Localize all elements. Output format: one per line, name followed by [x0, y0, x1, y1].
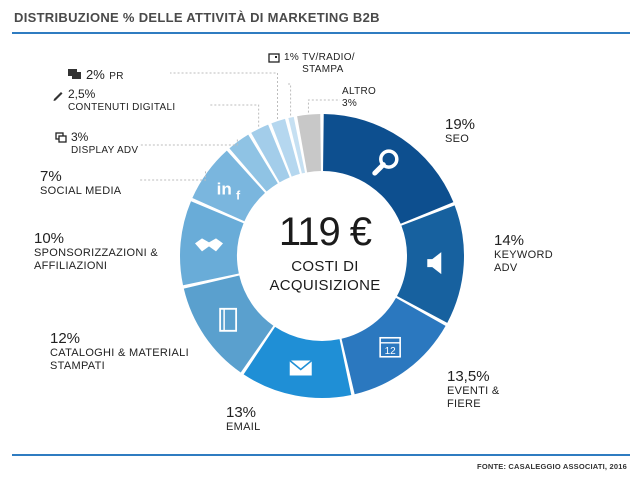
chart-title: DISTRIBUZIONE % DELLE ATTIVITÀ DI MARKET…	[14, 10, 380, 25]
label-contenuti-pct: 2,5%	[68, 87, 96, 101]
label-seo-name: SEO	[445, 133, 470, 146]
label-altro: ALTRO 3%	[342, 86, 376, 109]
svg-text:12: 12	[385, 346, 397, 357]
label-email: 13% EMAIL	[226, 404, 261, 434]
leader-line	[288, 83, 292, 116]
top-rule	[12, 32, 630, 34]
label-pr-pct: 2%	[86, 67, 105, 82]
label-pr: 2% PR	[68, 66, 124, 84]
label-keyword-adv: 14% KEYWORD ADV	[494, 232, 574, 275]
center-caption: COSTI DI ACQUISIZIONE	[245, 258, 405, 296]
pencil-icon	[53, 91, 63, 101]
center-caption-line1: COSTI DI	[291, 258, 359, 275]
label-sponsorizzazioni: 10% SPONSORIZZAZIONI & AFFILIAZIONI	[34, 230, 179, 273]
calendar-icon: 12	[379, 336, 401, 358]
center-amount: 119 €	[278, 210, 372, 254]
label-eventi-pct: 13,5%	[447, 368, 490, 385]
label-email-name: EMAIL	[226, 421, 261, 434]
slice-contenuti-digitali	[251, 124, 290, 183]
leader-line	[140, 139, 238, 146]
linkedin-facebook-icon: in f	[217, 179, 242, 202]
source-footer: FONTE: CASALEGGIO ASSOCIATI, 2016	[477, 462, 627, 471]
label-display: 3% DISPLAY ADV	[55, 130, 139, 156]
label-pr-name: PR	[109, 71, 124, 82]
slice-tv-radio-stampa	[288, 116, 306, 174]
slice-pr	[271, 118, 300, 177]
label-seo: 19% SEO	[445, 116, 475, 146]
display-icon	[55, 132, 67, 143]
label-sponsorizzazioni-name: SPONSORIZZAZIONI & AFFILIAZIONI	[34, 247, 158, 272]
chat-icon	[68, 69, 81, 80]
megaphone-icon	[427, 252, 442, 275]
leader-line	[210, 104, 260, 127]
label-social-name: SOCIAL MEDIA	[40, 185, 122, 198]
slice-cataloghi-materiali-stampati	[183, 275, 274, 373]
slice-eventi-fiere	[341, 297, 446, 395]
bottom-rule	[12, 454, 630, 456]
leader-line	[140, 171, 207, 181]
label-eventi: 13,5% EVENTI & FIERE	[447, 368, 517, 411]
label-display-name: DISPLAY ADV	[71, 144, 139, 156]
label-cataloghi: 12% CATALOGHI & MATERIALI STAMPATI	[50, 330, 200, 373]
label-tv-name: TV/RADIO/ STAMPA	[302, 52, 355, 75]
label-tv: 1% TV/RADIO/ STAMPA	[268, 52, 372, 75]
leader-line	[170, 72, 279, 120]
label-social: 7% SOCIAL MEDIA	[40, 168, 121, 198]
slice-display-adv	[229, 134, 278, 192]
label-keyword-adv-name: KEYWORD ADV	[494, 249, 553, 274]
label-tv-pct: 1%	[284, 52, 300, 64]
search-icon	[372, 149, 399, 176]
svg-text:f: f	[236, 188, 241, 202]
handshake-icon	[195, 238, 224, 252]
label-sponsorizzazioni-pct: 10%	[34, 230, 65, 247]
slice-altro	[297, 114, 321, 173]
label-eventi-name: EVENTI & FIERE	[447, 385, 500, 410]
label-display-pct: 3%	[71, 130, 89, 144]
slice-social-media	[192, 150, 266, 222]
label-social-pct: 7%	[40, 168, 62, 185]
label-seo-pct: 19%	[445, 116, 476, 133]
label-email-pct: 13%	[226, 404, 257, 421]
envelope-icon	[289, 359, 313, 376]
book-icon	[219, 307, 238, 332]
svg-text:in: in	[217, 179, 232, 198]
label-altro-name: ALTRO	[342, 86, 377, 97]
tv-icon	[268, 53, 280, 63]
label-altro-pct: 3%	[342, 97, 358, 109]
label-cataloghi-pct: 12%	[50, 330, 81, 347]
label-keyword-adv-pct: 14%	[494, 232, 525, 249]
center-caption-line2: ACQUISIZIONE	[269, 276, 381, 294]
donut-hole	[238, 172, 406, 340]
label-cataloghi-name: CATALOGHI & MATERIALI STAMPATI	[50, 347, 189, 372]
label-contenuti-name: CONTENUTI DIGITALI	[68, 101, 176, 113]
leader-line	[307, 99, 340, 113]
slice-seo	[323, 114, 454, 224]
label-contenuti: 2,5% CONTENUTI DIGITALI	[52, 87, 176, 113]
